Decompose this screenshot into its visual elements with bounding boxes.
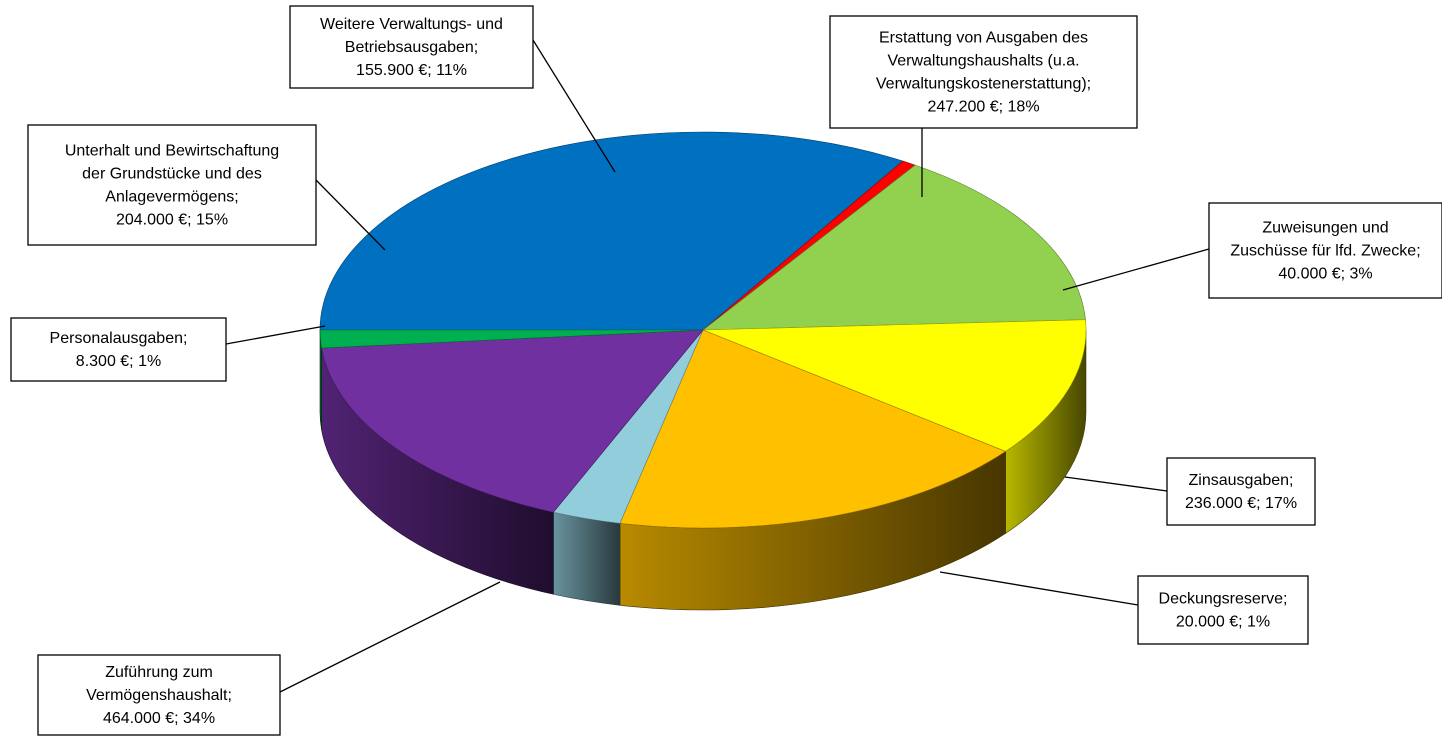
data-label-box xyxy=(1137,575,1309,645)
leader-line-vermoegen xyxy=(279,581,501,693)
data-label-line: 40.000 €; 3% xyxy=(1278,266,1372,283)
data-label-line: Zinsausgaben; xyxy=(1189,472,1294,489)
leader-line-unterhalt xyxy=(315,179,386,251)
pie-side-layer xyxy=(319,329,1087,611)
data-label-line: 247.200 €; 18% xyxy=(927,99,1039,116)
data-label-line: Zuweisungen und xyxy=(1262,220,1388,237)
data-label-line: Betriebsausgaben; xyxy=(345,39,478,56)
data-label-line: der Grundstücke und des xyxy=(82,166,262,183)
leader-line-deckung xyxy=(939,571,1139,606)
data-label-zins: Zinsausgaben; 236.000 €; 17% xyxy=(1166,457,1316,526)
data-label-weitere: Weitere Verwaltungs- und Betriebsausgaben… xyxy=(289,5,534,89)
data-label-line: 155.900 €; 11% xyxy=(356,62,467,79)
pie-top-layer xyxy=(319,131,1087,529)
data-label-line: 236.000 €; 17% xyxy=(1185,495,1297,512)
pie-side-zuweisungen xyxy=(553,511,621,606)
data-label-line: Deckungsreserve; xyxy=(1159,591,1288,608)
data-label-line: Verwaltungshaushalts (u.a. xyxy=(887,53,1079,70)
data-label-line: 464.000 €; 34% xyxy=(103,710,215,727)
data-label-line: Verwaltungskostenerstattung); xyxy=(876,76,1091,93)
data-label-box xyxy=(37,654,281,736)
pie-slice-unterhalt xyxy=(702,164,1086,331)
data-label-vermoegen: Zuführung zum Vermögenshaushalt; 464.000 €… xyxy=(37,654,281,736)
data-label-line: Zuschüsse für lfd. Zwecke; xyxy=(1230,243,1420,260)
data-label-line: Personalausgaben; xyxy=(50,330,188,347)
leader-lines xyxy=(225,39,1210,693)
data-label-line: 8.300 €; 1% xyxy=(76,353,161,370)
pie-slice-weitere xyxy=(702,319,1087,452)
pie-slice-vermoegen xyxy=(319,131,904,331)
pie-slice-zins xyxy=(321,329,704,513)
data-label-line: Vermögenshaushalt; xyxy=(86,687,232,704)
data-label-line: 204.000 €; 15% xyxy=(116,212,228,229)
leader-line-personal xyxy=(225,325,326,345)
pie-slice-deckung xyxy=(319,329,704,349)
data-label-line: Anlagevermögens; xyxy=(105,189,238,206)
data-label-deckung: Deckungsreserve; 20.000 €; 1% xyxy=(1137,575,1309,645)
data-label-line: Unterhalt und Bewirtschaftung xyxy=(65,143,279,160)
data-label-line: Weitere Verwaltungs- und xyxy=(320,16,503,33)
leader-line-zuweisungen xyxy=(1062,248,1210,291)
data-label-box xyxy=(27,124,317,246)
pie-slice-erstattung xyxy=(619,329,1007,529)
data-label-erstattung: Erstattung von Ausgaben des Verwaltungsha… xyxy=(829,15,1138,129)
data-label-box xyxy=(289,5,534,89)
data-label-box xyxy=(1208,202,1442,299)
data-label-box xyxy=(1166,457,1316,526)
data-label-unterhalt: Unterhalt und Bewirtschaftung der Grundst… xyxy=(27,124,317,246)
leader-line-zins xyxy=(1064,476,1168,492)
data-label-box xyxy=(829,15,1138,129)
data-label-personal: Personalausgaben; 8.300 €; 1% xyxy=(10,317,227,382)
data-label-line: 20.000 €; 1% xyxy=(1176,614,1270,631)
data-label-zuweisungen: Zuweisungen und Zuschüsse für lfd. Zwecke… xyxy=(1208,202,1442,299)
leader-line-weitere xyxy=(532,39,616,173)
data-label-line: Zuführung zum xyxy=(105,664,213,681)
data-labels: Zuführung zum Vermögenshaushalt; 464.000 €… xyxy=(10,5,1442,736)
data-label-box xyxy=(10,317,227,382)
data-label-line: Erstattung von Ausgaben des xyxy=(879,30,1088,47)
